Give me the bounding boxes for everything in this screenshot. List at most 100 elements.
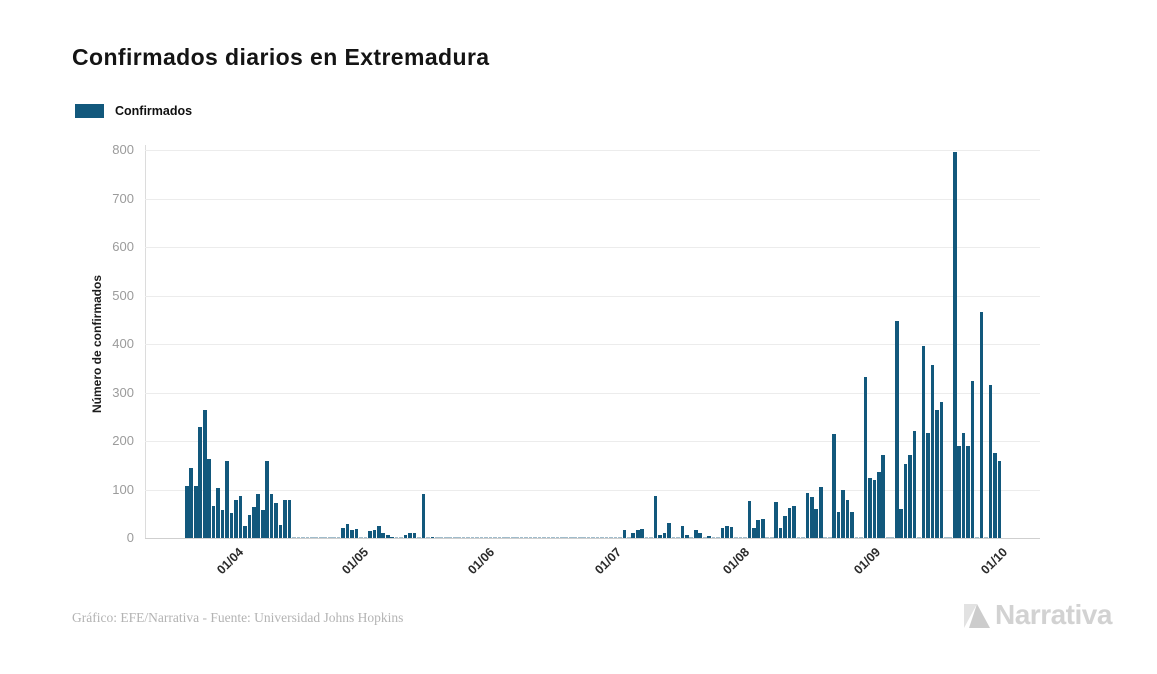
bar [528, 537, 533, 538]
bar [979, 312, 984, 538]
bar [859, 537, 863, 538]
bar [296, 537, 301, 538]
bar [948, 537, 953, 538]
legend-swatch-icon [75, 104, 104, 118]
bar [711, 537, 716, 538]
bar [323, 537, 328, 538]
bar [336, 537, 341, 538]
bar [256, 494, 261, 538]
bar [939, 401, 944, 538]
bar [743, 537, 747, 538]
bar [658, 534, 662, 538]
bar [631, 533, 636, 538]
bar [975, 537, 979, 538]
bar [890, 537, 895, 538]
bar [716, 537, 720, 538]
bar [783, 516, 787, 538]
bar [363, 537, 368, 538]
bar [189, 467, 194, 538]
bar [760, 518, 765, 538]
bar [823, 537, 828, 538]
bar [238, 496, 243, 538]
bar [439, 537, 444, 538]
bar [707, 535, 711, 538]
bar [385, 534, 390, 538]
legend: Confirmados [75, 104, 192, 118]
bar [247, 514, 252, 538]
narrativa-logo-icon [964, 604, 990, 628]
bar [984, 537, 988, 538]
bar [332, 537, 336, 538]
bar [796, 537, 801, 538]
bar [479, 537, 484, 538]
bar [787, 507, 792, 538]
bar [519, 537, 524, 538]
bar [792, 505, 796, 538]
bar [501, 537, 506, 538]
bar [207, 459, 211, 538]
bar [435, 537, 439, 538]
y-tick-label: 0 [126, 530, 134, 545]
bar [292, 537, 296, 538]
bar [778, 527, 783, 538]
bar [903, 463, 908, 538]
gridline [145, 247, 1040, 248]
bar [466, 537, 470, 538]
bar [845, 500, 850, 538]
bar [881, 454, 886, 538]
bar [274, 503, 278, 538]
bar [412, 533, 417, 538]
y-tick-label: 500 [112, 287, 134, 303]
bar [917, 537, 921, 538]
y-tick-label: 800 [112, 142, 134, 157]
bar [448, 537, 453, 538]
bar [693, 529, 698, 538]
bar [287, 499, 292, 538]
bar [430, 536, 435, 538]
y-tick-label: 200 [112, 433, 134, 448]
bar [560, 537, 564, 538]
bar [774, 502, 778, 538]
narrativa-logo-text: Narrativa [995, 599, 1112, 630]
bar [591, 537, 595, 538]
bar [243, 526, 247, 538]
bar [618, 537, 622, 538]
bar [510, 537, 515, 538]
bar [582, 537, 586, 538]
x-axis-line [145, 538, 1040, 539]
bar [970, 381, 975, 538]
bar [229, 513, 234, 538]
bar [622, 530, 627, 538]
bar [662, 533, 667, 538]
bar [698, 533, 703, 538]
bar [747, 501, 752, 538]
y-axis-line [145, 145, 146, 538]
y-tick-label: 600 [112, 239, 134, 254]
bar [537, 537, 542, 538]
bar [394, 537, 399, 538]
bar [649, 537, 653, 538]
bar [997, 460, 1002, 538]
bar [421, 494, 426, 538]
bar [390, 536, 395, 538]
bar [573, 537, 578, 538]
bar [841, 489, 845, 538]
bar [452, 537, 457, 538]
bar [626, 537, 631, 538]
bar [604, 537, 609, 538]
bar [417, 537, 421, 538]
y-tick-label: 700 [112, 190, 134, 206]
bar [885, 537, 890, 538]
bar [818, 487, 823, 538]
gridline [145, 150, 1040, 151]
bar [278, 524, 283, 538]
bar [935, 409, 939, 538]
bar [810, 496, 814, 538]
bar [586, 537, 591, 538]
bar [609, 537, 613, 538]
bar [216, 488, 220, 538]
bar [564, 537, 569, 538]
bar [426, 537, 430, 538]
bar [568, 537, 573, 538]
